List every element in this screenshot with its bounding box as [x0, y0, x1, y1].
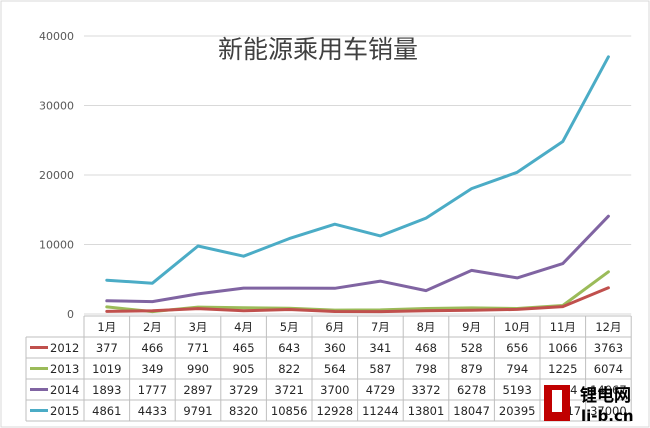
data-label: 349 [141, 362, 163, 376]
data-label: 3700 [320, 383, 349, 397]
data-label: 1893 [92, 383, 121, 397]
legend-label: 2013 [50, 362, 79, 376]
y-tick-label: 20000 [39, 169, 74, 182]
data-label: 1019 [92, 362, 121, 376]
y-tick-label: 30000 [39, 100, 74, 113]
legend-label: 2015 [50, 404, 79, 418]
data-label: 771 [187, 341, 209, 355]
data-label: 6074 [594, 362, 623, 376]
y-tick-label: 0 [67, 308, 74, 321]
data-label: 794 [506, 362, 528, 376]
data-label: 4433 [138, 404, 167, 418]
x-tick-label: 11月 [550, 320, 576, 334]
data-label: 466 [141, 341, 163, 355]
data-label: 1225 [548, 362, 577, 376]
data-label: 37000 [590, 404, 627, 418]
data-label: 14067 [590, 383, 627, 397]
x-tick-label: 7月 [371, 320, 390, 334]
data-label: 341 [369, 341, 391, 355]
chart-title: 新能源乘用车销量 [218, 35, 418, 64]
legend-label: 2012 [50, 341, 79, 355]
data-label: 564 [324, 362, 346, 376]
data-label: 4861 [92, 404, 121, 418]
data-label: 8320 [229, 404, 258, 418]
data-label: 3721 [275, 383, 304, 397]
x-tick-label: 2月 [143, 320, 162, 334]
data-label: 3763 [594, 341, 623, 355]
data-label: 18047 [453, 404, 490, 418]
y-axis-ticks: 0 10000 20000 30000 40000 [39, 30, 74, 321]
data-label: 798 [415, 362, 437, 376]
data-label: 528 [461, 341, 483, 355]
data-label: 11244 [362, 404, 399, 418]
series-line-2014 [105, 214, 610, 304]
data-label: 6278 [457, 383, 486, 397]
watermark-logo: 锂电网 li-b.cn [544, 385, 634, 425]
data-label: 360 [324, 341, 346, 355]
data-label: 879 [461, 362, 483, 376]
data-label: 10856 [271, 404, 308, 418]
series-lines [105, 55, 610, 314]
watermark-brand: 锂电网 [580, 385, 631, 406]
data-label: 20395 [499, 404, 536, 418]
data-label: 1066 [548, 341, 577, 355]
data-label: 9791 [183, 404, 212, 418]
x-tick-label: 5月 [280, 320, 299, 334]
x-tick-label: 12月 [595, 320, 621, 334]
data-label: 465 [233, 341, 255, 355]
x-tick-label: 6月 [325, 320, 344, 334]
y-tick-label: 40000 [39, 30, 74, 43]
data-label: 822 [278, 362, 300, 376]
data-label: 2897 [183, 383, 212, 397]
data-label: 3372 [411, 383, 440, 397]
series-line-2015 [105, 55, 610, 285]
data-label: 4729 [366, 383, 395, 397]
data-table: 1月 2月 3月 4月 5月 6月 7月 8月 9月 10月 11月 12月 2012 377 466 771… [25, 315, 632, 422]
data-label: 905 [233, 362, 255, 376]
data-label: 587 [369, 362, 391, 376]
x-tick-label: 1月 [97, 320, 116, 334]
x-tick-label: 8月 [417, 320, 436, 334]
data-label: 1777 [138, 383, 167, 397]
gridlines [84, 35, 632, 315]
watermark-domain: li-b.cn [581, 407, 634, 425]
logo-mark-cut [552, 390, 562, 412]
data-label: 3729 [229, 383, 258, 397]
data-label: 643 [278, 341, 300, 355]
x-tick-label: 9月 [462, 320, 481, 334]
series-line-2012 [105, 286, 610, 314]
legend-label: 2014 [50, 383, 79, 397]
data-label: 13801 [408, 404, 445, 418]
data-label: 5193 [503, 383, 532, 397]
data-label: 468 [415, 341, 437, 355]
data-label: 990 [187, 362, 209, 376]
x-tick-label: 4月 [234, 320, 253, 334]
x-tick-label: 3月 [189, 320, 208, 334]
data-label: 12928 [317, 404, 354, 418]
x-tick-label: 10月 [504, 320, 530, 334]
data-label: 377 [96, 341, 118, 355]
y-tick-label: 10000 [39, 239, 74, 252]
data-label: 656 [506, 341, 528, 355]
